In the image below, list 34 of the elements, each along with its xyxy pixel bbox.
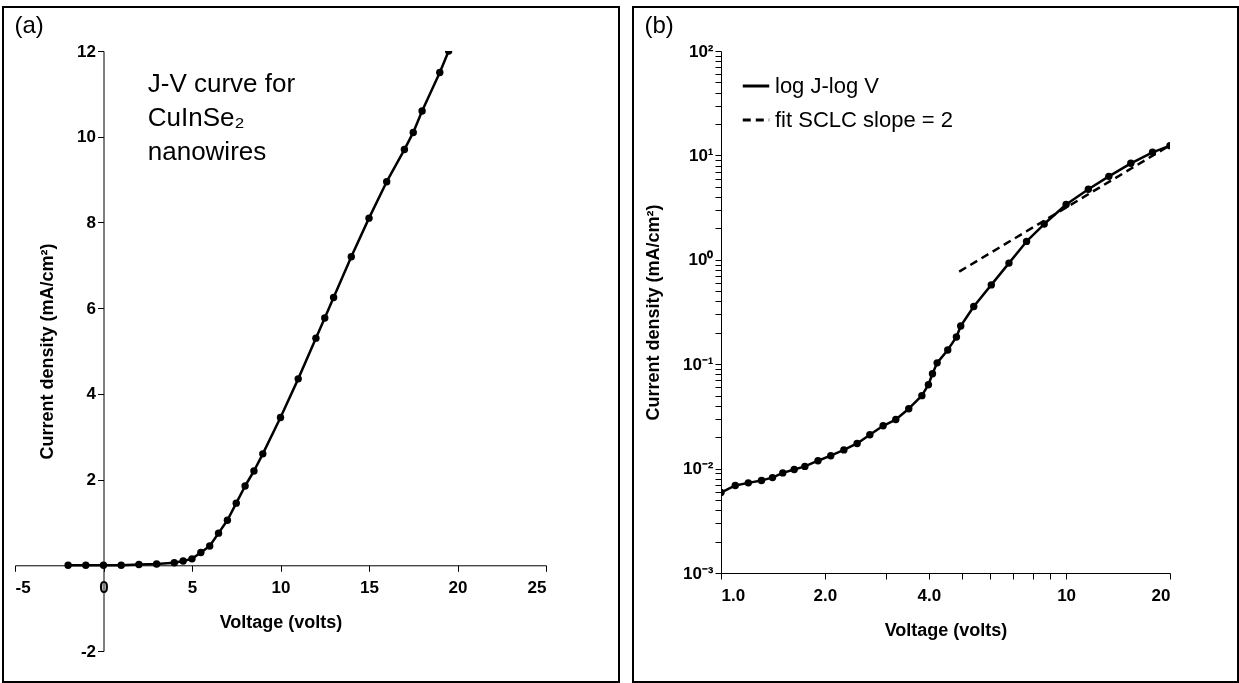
y-tick-label: 12 <box>77 41 96 61</box>
x-tick-label: -5 <box>15 577 31 597</box>
y-tick-label: 10⁻³ <box>682 563 714 583</box>
x-tick-label: 20 <box>448 577 468 597</box>
y-axis-title: Current density (mA/cm²) <box>37 243 58 460</box>
x-tick-label: 4.0 <box>917 585 942 605</box>
x-tick-label: 1.0 <box>721 585 746 605</box>
x-tick-label: 10 <box>271 577 291 597</box>
x-axis-title: Voltage (volts) <box>884 619 1008 640</box>
x-tick-label: 25 <box>527 577 547 597</box>
x-tick-label: 20 <box>1151 585 1171 605</box>
x-tick-label: 0 <box>99 577 109 597</box>
legend-label: fit SCLC slope = 2 <box>775 107 953 132</box>
y-tick-label: 10² <box>688 41 714 61</box>
x-tick-label: 2.0 <box>813 585 838 605</box>
chart-title: (a) <box>14 11 44 38</box>
y-tick-label: 6 <box>86 298 96 318</box>
legend-label: log J-log V <box>775 73 880 98</box>
x-axis-title: Voltage (volts) <box>219 611 343 632</box>
y-tick-label: 10⁻¹ <box>682 354 714 374</box>
y-tick-label: 10¹ <box>688 145 714 165</box>
y-tick-label: 2 <box>86 470 96 490</box>
y-tick-label: 8 <box>86 212 96 232</box>
chart-title: (b) <box>644 11 674 38</box>
x-tick-label: 10 <box>1057 585 1077 605</box>
y-axis-title: Current density (mA/cm²) <box>642 204 663 421</box>
x-tick-label: 5 <box>187 577 198 597</box>
y-tick-label: 4 <box>86 384 97 404</box>
y-tick-label: -2 <box>80 641 96 661</box>
y-tick-label: 10⁻² <box>682 459 714 479</box>
y-tick-label: 10⁰ <box>688 250 714 270</box>
y-tick-label: 10 <box>77 127 96 147</box>
annotation: J-V curve for CuInSe₂ nanowires <box>147 68 296 166</box>
x-tick-label: 15 <box>360 577 379 597</box>
